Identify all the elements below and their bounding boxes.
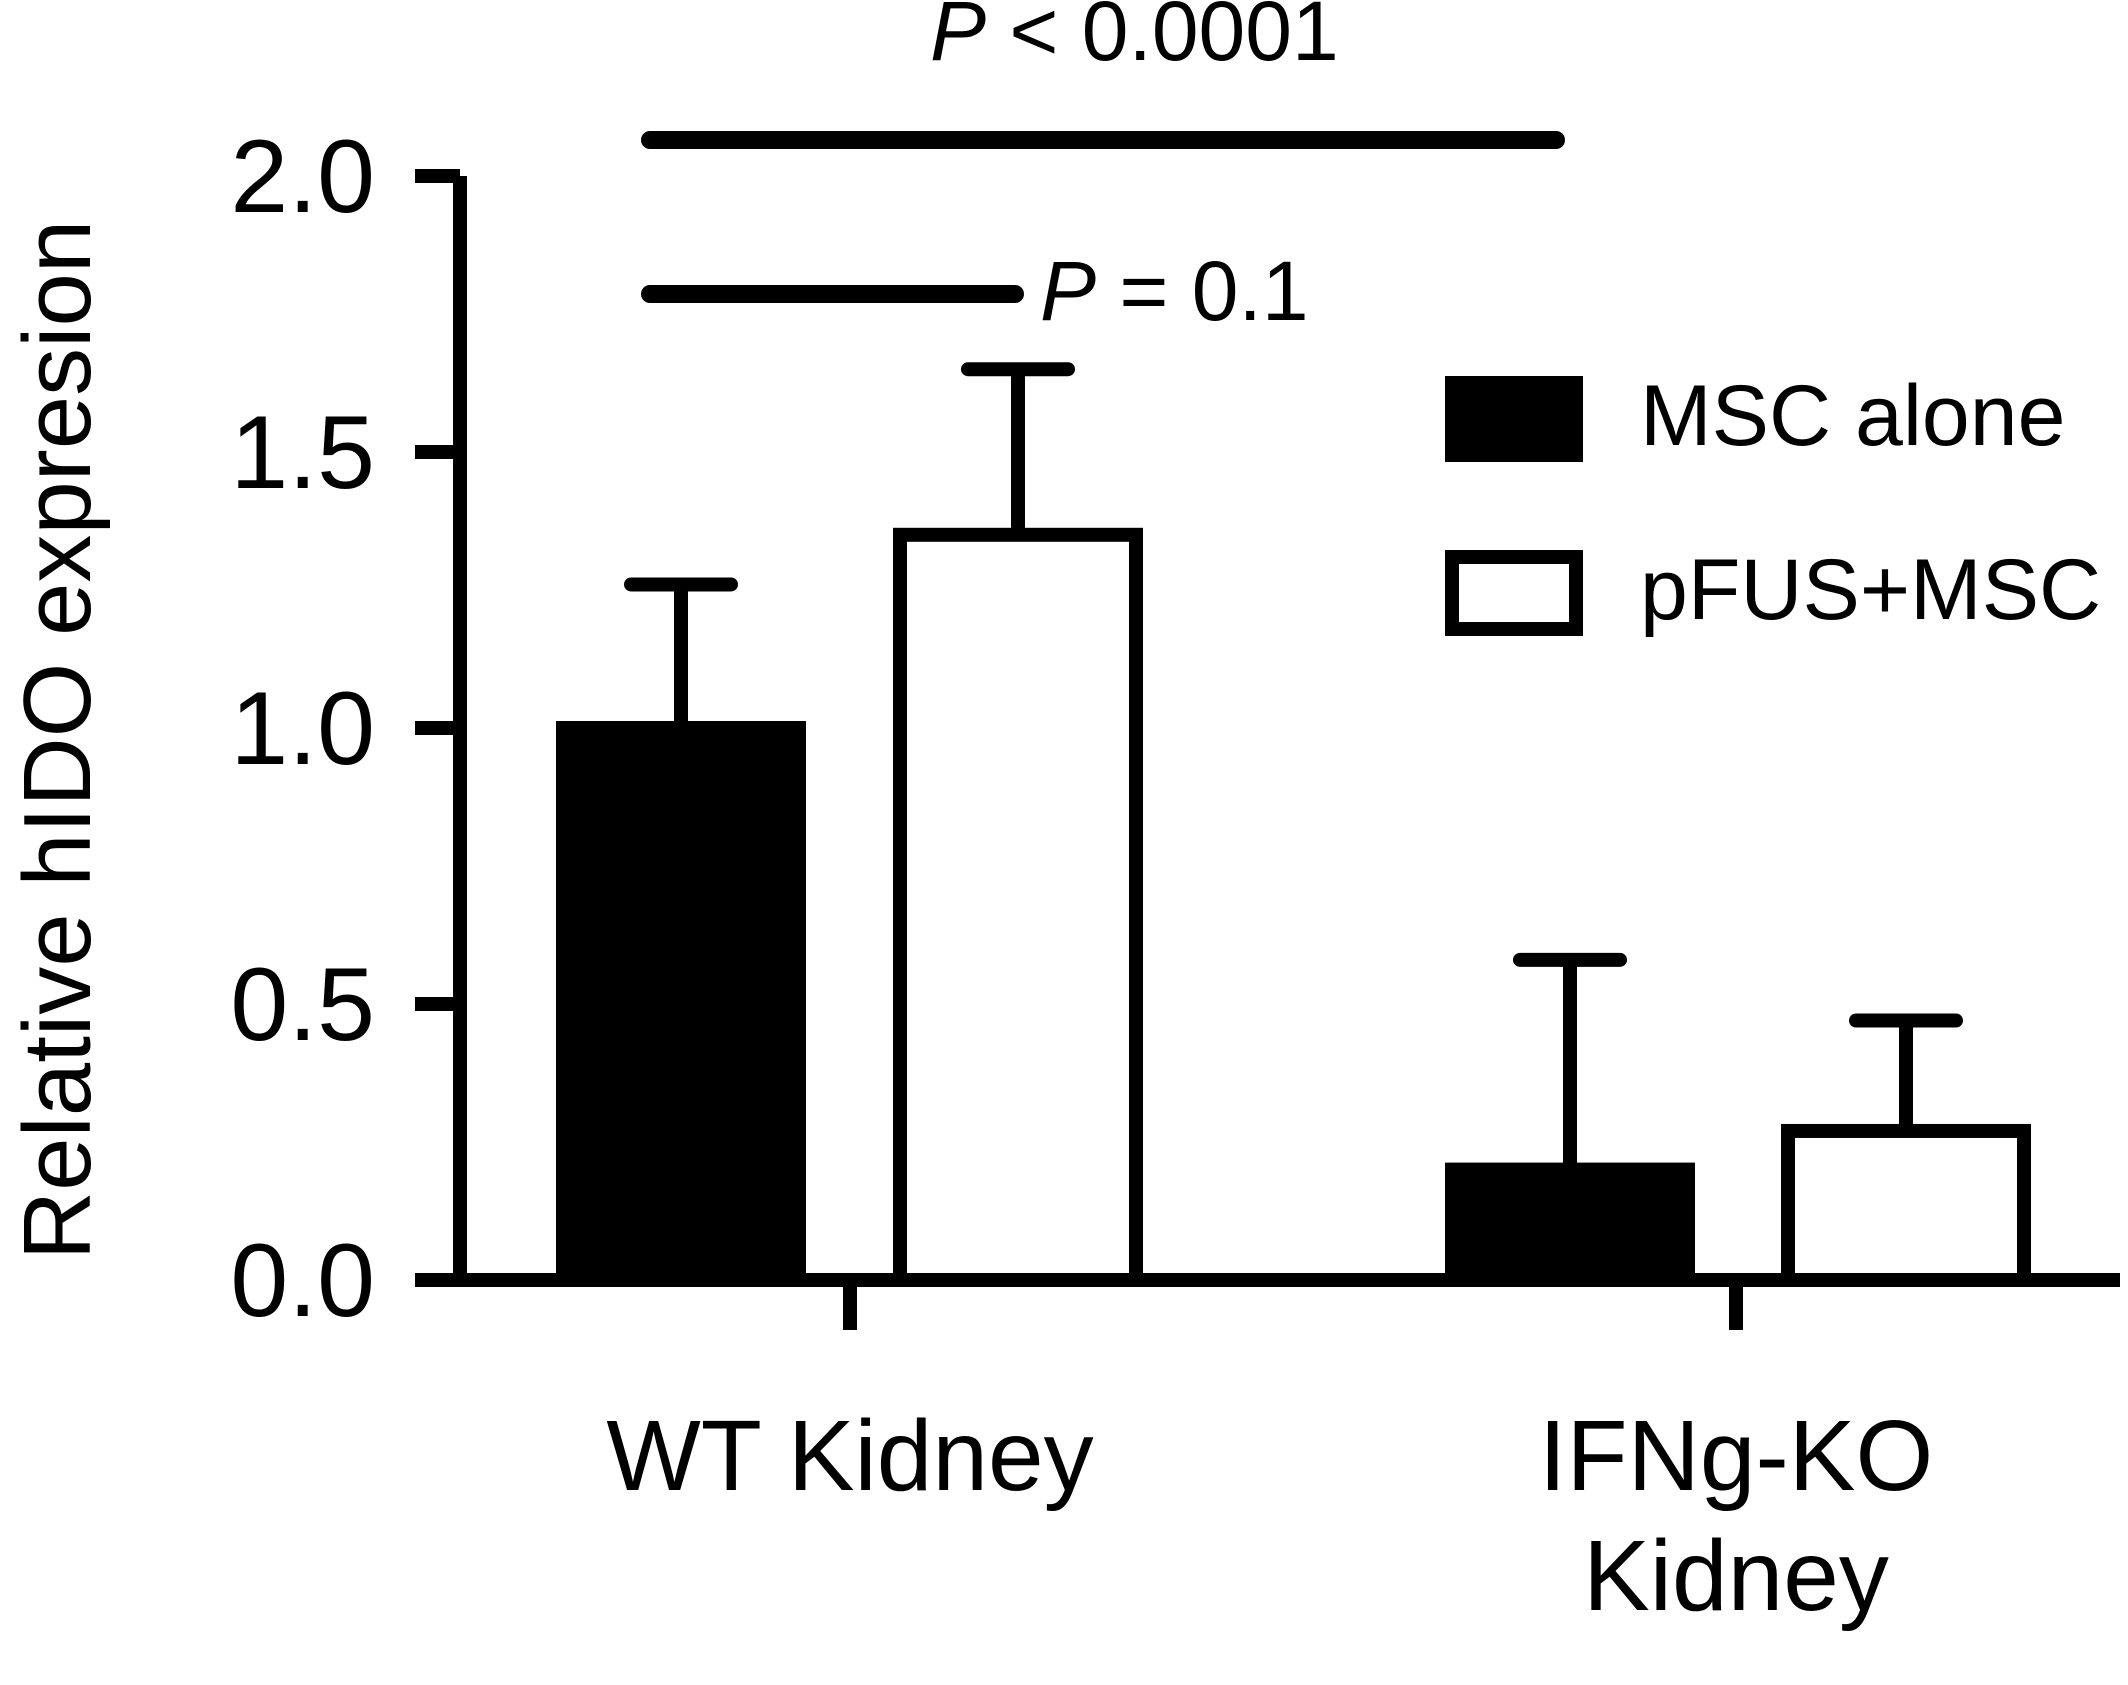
- legend-swatch: [1445, 376, 1583, 462]
- y-tick-label: 2.0: [230, 119, 375, 235]
- legend-label: MSC alone: [1640, 368, 2065, 464]
- bar-pfus-msc: [893, 527, 1143, 1287]
- p-value-label: P = 0.1: [1040, 244, 1309, 338]
- p-value-label: P < 0.0001: [930, 0, 1339, 78]
- y-axis-title: Relative hIDO expresion: [4, 220, 111, 1260]
- bar-msc-alone: [1445, 1162, 1695, 1287]
- y-tick-label: 0.5: [230, 947, 375, 1063]
- bars: [556, 527, 2031, 1287]
- y-tick-label: 1.5: [230, 395, 375, 511]
- bar-pfus-msc: [1781, 1123, 2031, 1287]
- bar-msc-alone: [556, 721, 806, 1287]
- y-tick-label: 0.0: [230, 1223, 375, 1339]
- significance-annotations: P < 0.0001 P = 0.1: [641, 0, 1565, 338]
- x-tick-label: WT Kidney: [606, 1400, 1093, 1512]
- y-tick-label: 1.0: [230, 671, 375, 787]
- legend: MSC alone pFUS+MSC: [1445, 368, 2101, 638]
- x-tick-label: IFNg-KO Kidney: [1539, 1400, 1933, 1632]
- legend-label: pFUS+MSC: [1640, 542, 2101, 638]
- legend-swatch: [1445, 550, 1583, 636]
- error-bars: [624, 362, 1963, 1170]
- axes: 0.0 0.5 1.0 1.5 2.0 WT Kidney IFNg-KO Kidney: [230, 119, 2120, 1632]
